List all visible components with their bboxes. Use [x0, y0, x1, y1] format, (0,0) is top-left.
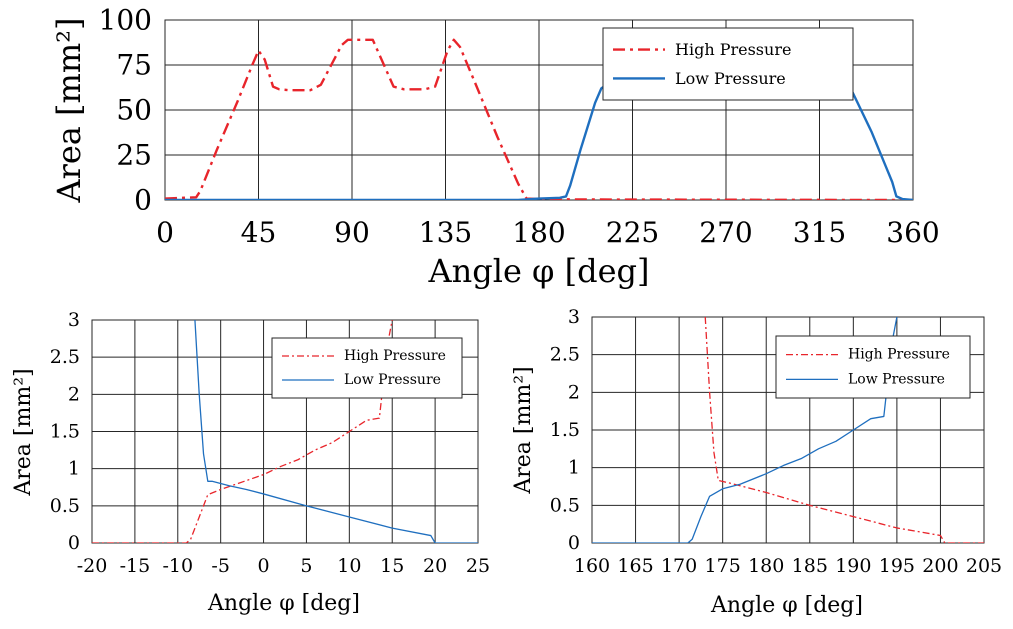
- x-tick-label: 190: [835, 555, 871, 577]
- x-tick-label: 5: [300, 555, 312, 577]
- y-tick-label: 1: [68, 458, 80, 480]
- legend-label: Low Pressure: [848, 371, 945, 387]
- x-tick-label: 360: [886, 216, 939, 249]
- y-tick-label: 0.5: [50, 495, 80, 517]
- high-pressure-series-line: [704, 317, 984, 543]
- legend: High Pressure Low Pressure: [602, 27, 854, 101]
- x-tick-label: 200: [922, 555, 958, 577]
- plot-area-frame: [164, 19, 914, 201]
- x-tick-label: 175: [705, 555, 741, 577]
- x-tick-label: 315: [793, 216, 846, 249]
- plot-area-frame: [91, 319, 479, 544]
- legend-label: Low Pressure: [675, 69, 786, 88]
- chart-2: -20 -15 -10 -5 0 5 10 15 20 25 0 0.5 1 1.5 2 2.5 3 Angle …: [11, 309, 490, 616]
- low-pressure-series-line: [592, 317, 898, 543]
- legend-box: [602, 27, 854, 101]
- series-group: [592, 317, 984, 543]
- chart-3: 160 165 170 175 180 185 190 195 200 205 0 0.5 1 1.5 2 2…: [511, 306, 1002, 618]
- x-tick-label: 270: [699, 216, 752, 249]
- x-axis-label: Angle φ [deg]: [207, 591, 360, 616]
- x-tick-label: 25: [466, 555, 490, 577]
- y-tick-label: 25: [116, 139, 152, 172]
- x-tick-label: -5: [211, 555, 230, 577]
- x-tick-label: -10: [162, 555, 193, 577]
- y-tick-label: 100: [99, 4, 152, 37]
- x-tick-label: 45: [241, 216, 277, 249]
- x-axis-label: Angle φ [deg]: [428, 252, 650, 290]
- x-tick-label: -15: [120, 555, 151, 577]
- y-axis-label: Area [mm²]: [511, 366, 536, 494]
- y-tick-label: 2.5: [550, 344, 580, 366]
- high-pressure-series-line: [92, 320, 393, 543]
- y-tick-label: 0: [568, 532, 580, 554]
- low-pressure-series-line: [194, 320, 478, 543]
- x-tick-label: 90: [334, 216, 370, 249]
- y-tick-label: 3: [68, 309, 80, 331]
- x-tick-label: 170: [661, 555, 697, 577]
- y-tick-label: 2: [68, 383, 80, 405]
- y-tick-label: 1.5: [50, 421, 80, 443]
- y-axis-label: Area [mm²]: [50, 17, 88, 203]
- y-tick-label: 50: [116, 94, 152, 127]
- x-tick-label: 225: [606, 216, 659, 249]
- y-tick-label: 0.5: [550, 494, 580, 516]
- legend-box: [271, 337, 463, 399]
- x-tick-label: 0: [258, 555, 270, 577]
- x-tick-label: -20: [77, 555, 108, 577]
- legend-label: High Pressure: [344, 348, 446, 364]
- legend-label: High Pressure: [848, 347, 950, 363]
- x-tick-label: 195: [879, 555, 915, 577]
- chart-1: 0 45 90 135 180 225 270 315 360 0 25 50 75 100 Angle φ…: [50, 4, 940, 291]
- x-tick-label: 185: [792, 555, 828, 577]
- y-tick-label: 75: [116, 49, 152, 82]
- legend-box: [775, 335, 971, 399]
- plot-area-frame: [591, 316, 985, 544]
- y-tick-label: 1: [568, 457, 580, 479]
- y-tick-label: 3: [568, 306, 580, 328]
- series-group: [92, 320, 478, 543]
- x-tick-label: 20: [423, 555, 447, 577]
- x-tick-label: 180: [512, 216, 565, 249]
- x-tick-label: 15: [380, 555, 404, 577]
- legend: High Pressure Low Pressure: [775, 335, 971, 399]
- x-axis-label: Angle φ [deg]: [710, 593, 863, 618]
- x-tick-label: 160: [574, 555, 610, 577]
- legend: High Pressure Low Pressure: [271, 337, 463, 399]
- y-tick-label: 2.5: [50, 346, 80, 368]
- x-tick-label: 0: [156, 216, 174, 249]
- x-tick-label: 165: [617, 555, 653, 577]
- y-tick-label: 0: [68, 532, 80, 554]
- x-tick-label: 10: [337, 555, 361, 577]
- y-axis-label: Area [mm²]: [11, 368, 36, 496]
- x-tick-label: 135: [419, 216, 472, 249]
- y-tick-label: 1.5: [550, 419, 580, 441]
- x-tick-label: 205: [966, 555, 1002, 577]
- y-tick-label: 0: [134, 184, 152, 217]
- y-tick-label: 2: [568, 381, 580, 403]
- legend-label: High Pressure: [675, 40, 791, 59]
- high-pressure-series-line: [165, 38, 913, 200]
- x-tick-label: 180: [748, 555, 784, 577]
- legend-label: Low Pressure: [344, 372, 441, 388]
